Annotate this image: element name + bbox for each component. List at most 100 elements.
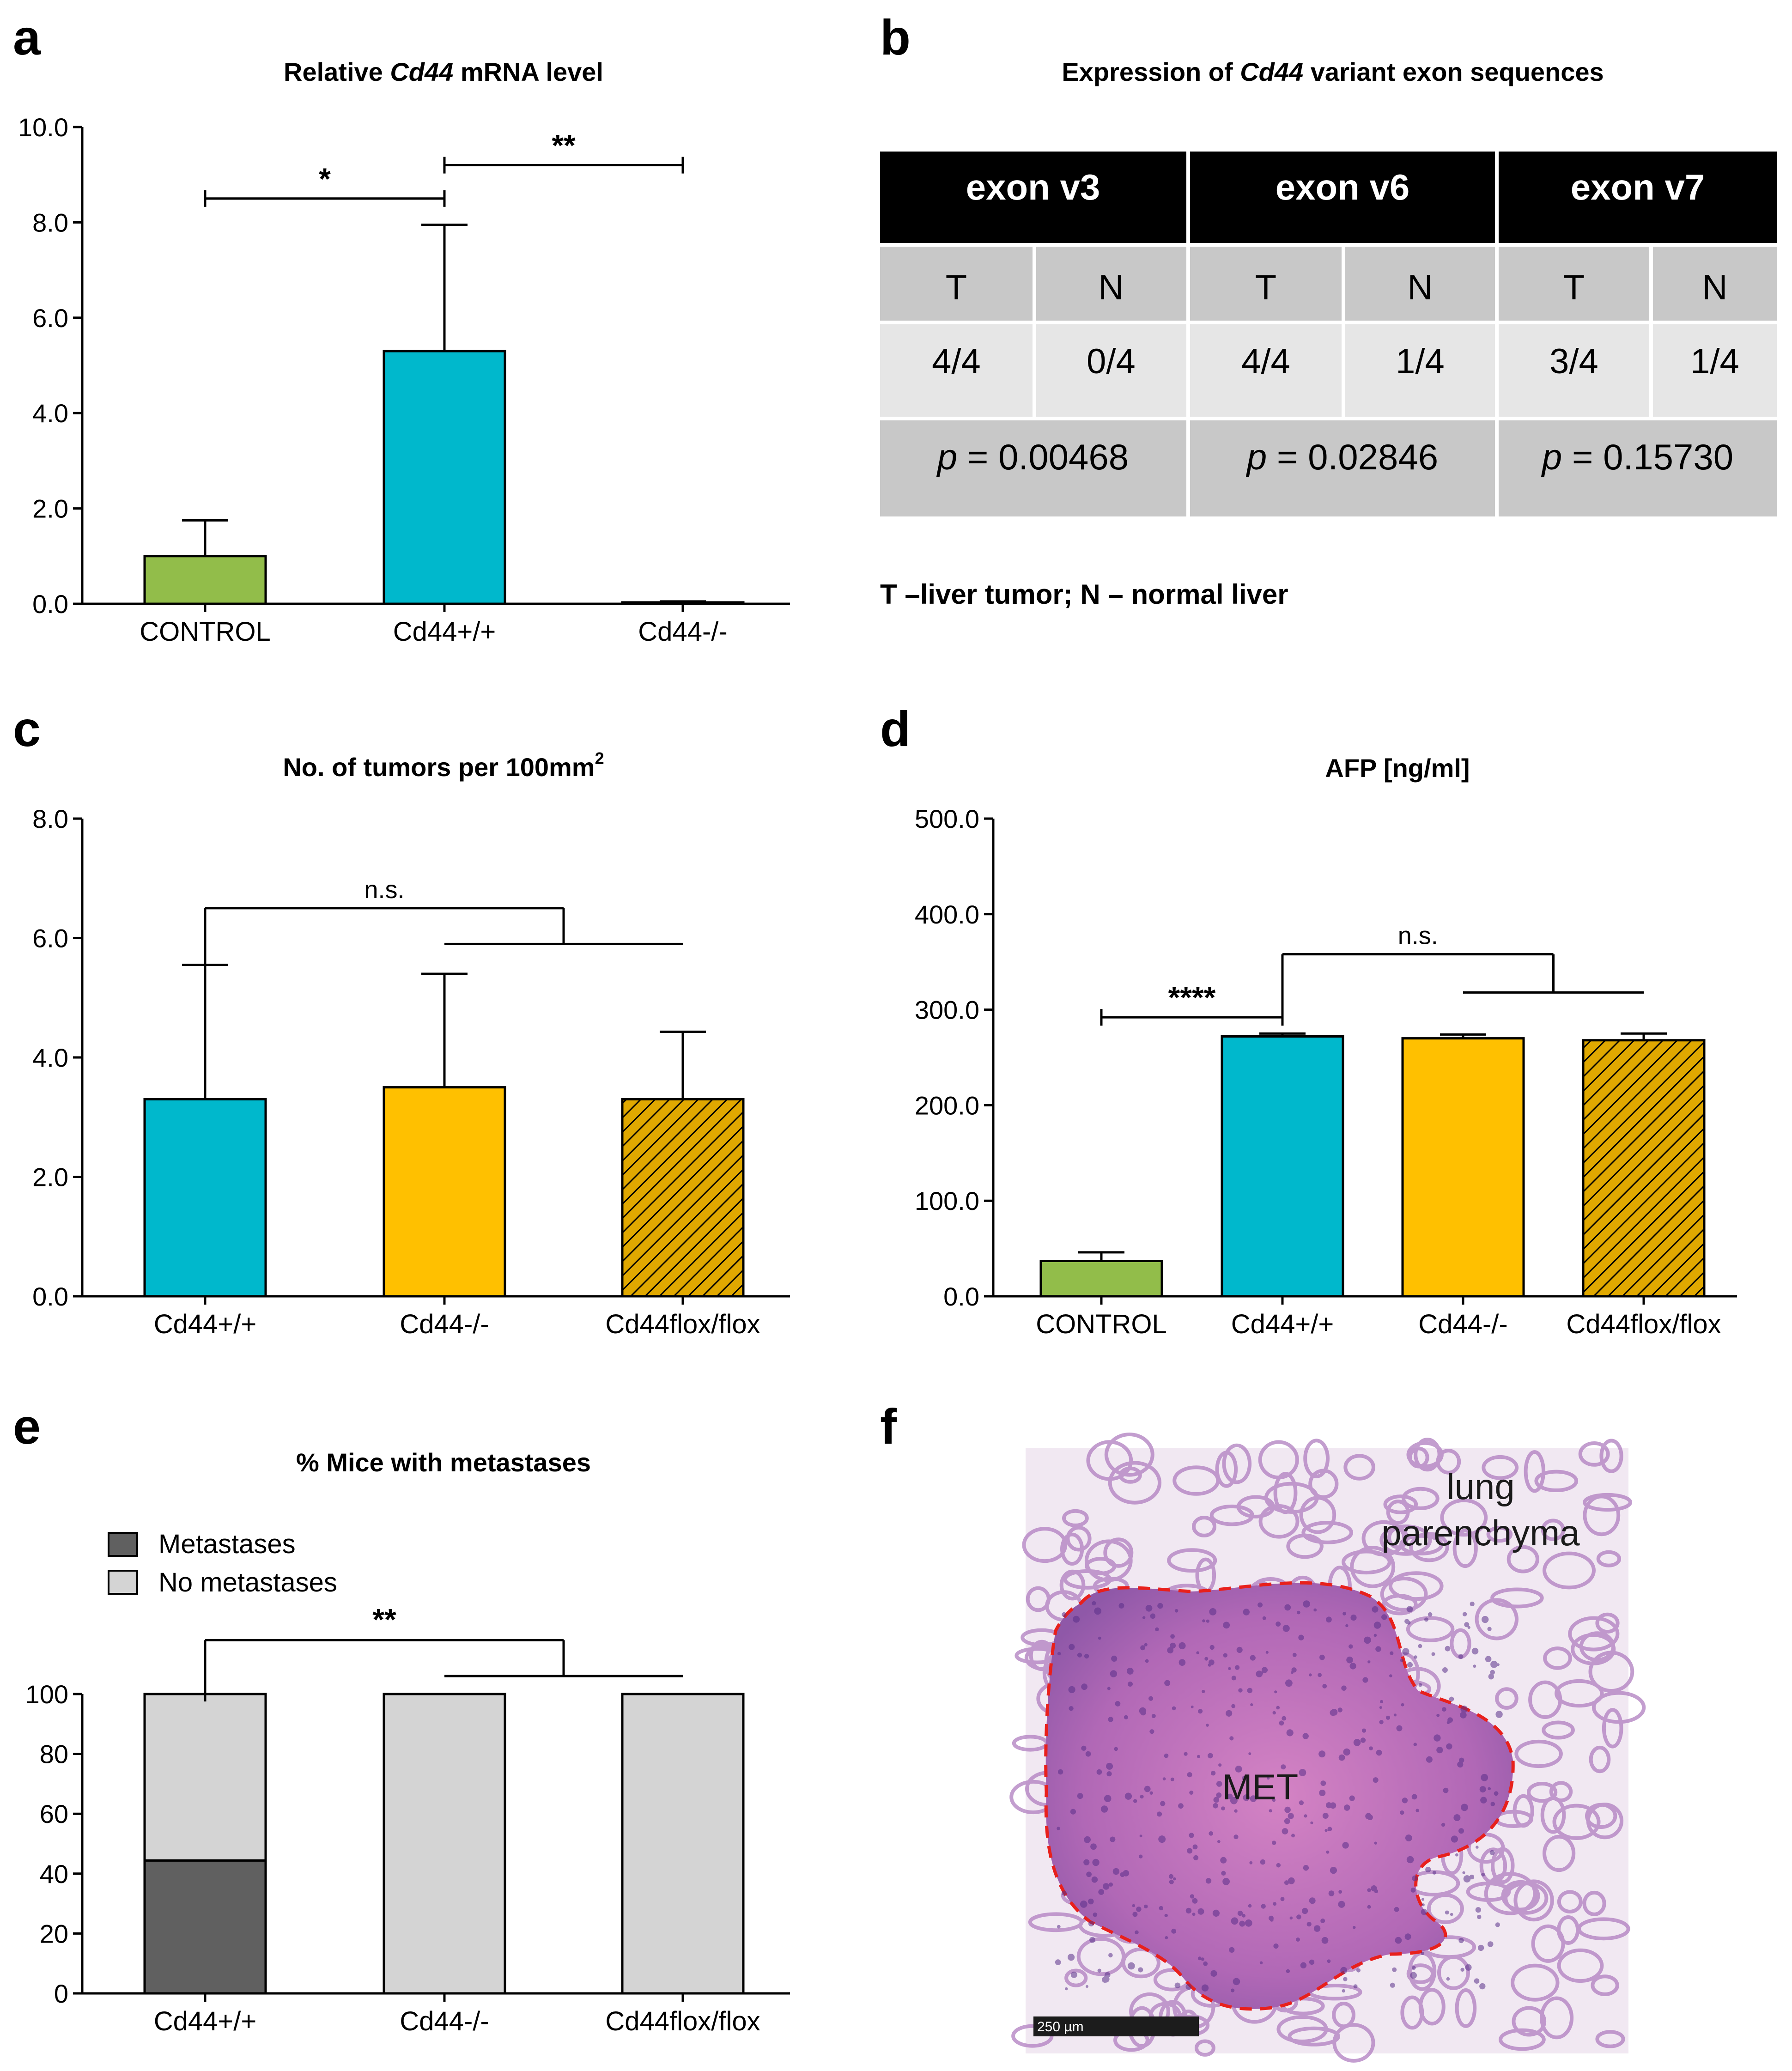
table-header-cell [1190,152,1495,243]
exon-table: exon v3 exon v6 exon v7 T N T N T N 4/4 [880,152,1777,516]
table-sub-cell [1190,247,1342,321]
cell-nucleus [1406,1856,1414,1864]
cell-nucleus [1073,1616,1080,1623]
cell-nucleus [1477,1914,1482,1919]
met-label: MET [1222,1767,1299,1807]
legend-label-metastases: Metastases [158,1529,296,1559]
alveolus [1475,1598,1519,1640]
cell-nucleus [1173,1877,1176,1881]
alveolus [1543,1834,1576,1872]
p-value-v6: p = 0.02846 [1246,437,1438,477]
y-tick-label: 0 [54,1979,68,2008]
alveolus [1467,1833,1505,1864]
cell-nucleus [1281,1764,1286,1770]
y-tick-label: 400.0 [915,900,979,929]
cell-nucleus [1155,1627,1159,1632]
cell-nucleus [1284,1880,1289,1885]
cell-nucleus [1256,1670,1263,1677]
cell-nucleus [1436,1747,1443,1754]
cell-nucleus [1202,1689,1205,1694]
cell-nucleus [1197,1956,1202,1961]
panel-c: c No. of tumors per 100mm2 0.0 2.0 4.0 6.0 8… [13,701,790,1339]
cell-nucleus [1445,1910,1449,1915]
alveolus [1121,1947,1160,1979]
cell-nucleus [1124,1715,1128,1719]
cell-nucleus [1208,1753,1213,1759]
table-value-cell [1190,324,1342,417]
cell-nucleus [1091,1876,1098,1883]
cell-nucleus [1284,1818,1290,1824]
group-significance-label: ** [372,1602,396,1636]
cell-nucleus [1460,1705,1468,1713]
cell-nucleus [1400,1810,1404,1815]
table-sub-cell [1036,247,1186,321]
cell-nucleus [1233,1834,1239,1840]
sub-N-v3: N [1099,268,1124,307]
cell-nucleus [1084,1653,1089,1659]
panel-f: f lung parenchyma MET 250 µm [880,1398,1646,2063]
alveolus [1542,1720,1575,1740]
cell-nucleus [1213,1797,1220,1803]
cell-nucleus [1249,1861,1253,1865]
cell-nucleus [1142,1616,1146,1619]
cell-nucleus [1212,1909,1220,1917]
cell-nucleus [1077,1652,1082,1658]
alveolus [1484,1872,1537,1915]
cell-nucleus [1301,1907,1308,1914]
cell-nucleus [1460,1712,1467,1719]
cell-nucleus [1057,1652,1061,1656]
alveolus [1586,1803,1624,1840]
cell-nucleus [1109,1882,1113,1887]
y-tick-label: 0.0 [32,589,68,619]
cell-nucleus [1338,1901,1345,1908]
cell-nucleus [1289,1916,1293,1920]
cell-nucleus [1276,1863,1281,1868]
cell-nucleus [1367,1888,1371,1892]
cell-nucleus [1412,1966,1416,1970]
cell-nucleus [1068,1686,1075,1694]
bar [143,555,267,605]
cell-nucleus [1205,1878,1212,1884]
stacked-bar-segment [143,1693,267,1862]
cell-nucleus [1057,1769,1063,1775]
cell-nucleus [1065,1987,1068,1991]
cell-nucleus [1320,1918,1325,1923]
cell-nucleus [1090,1843,1097,1850]
cell-nucleus [1282,1716,1287,1721]
cell-nucleus [1450,1913,1453,1916]
cell-nucleus [1375,1646,1381,1652]
cell-nucleus [1338,1890,1342,1894]
cell-nucleus [1462,1871,1465,1874]
alveolus [1595,1612,1620,1634]
cell-nucleus [1401,1703,1404,1707]
significance-label: * [319,162,331,196]
cell-nucleus [1343,1804,1350,1811]
cell-nucleus [1057,1925,1061,1929]
x-category-label: Cd44-/- [638,617,727,647]
cell-nucleus [1229,1736,1234,1741]
alveolus [1534,1470,1579,1493]
cell-nucleus [1327,1827,1332,1832]
table-header-cell [1499,152,1777,243]
cell-nucleus [1367,1814,1373,1821]
alveolus [1406,1616,1455,1642]
cell-nucleus [1115,1701,1121,1707]
y-tick-label: 40 [40,1859,68,1889]
x-category-label: CONTROL [140,617,271,647]
alveolus [1531,1924,1565,1963]
cell-nucleus [1475,1907,1481,1913]
alveolus [1557,1948,1604,1983]
alveolus [1524,1450,1546,1493]
cell-nucleus [1174,1982,1181,1989]
cell-nucleus [1096,1769,1102,1775]
cell-nucleus [1164,1753,1169,1758]
alveolus [1595,2030,1625,2048]
cell-nucleus [1234,1665,1240,1670]
cell-nucleus [1068,1954,1075,1961]
cell-nucleus [1299,1800,1304,1805]
bar [383,1086,506,1298]
cell-nucleus [1455,1853,1458,1857]
cell-nucleus [1088,1898,1094,1905]
cell-nucleus [1084,1836,1091,1843]
exon-v6-header: exon v6 [1276,167,1409,207]
